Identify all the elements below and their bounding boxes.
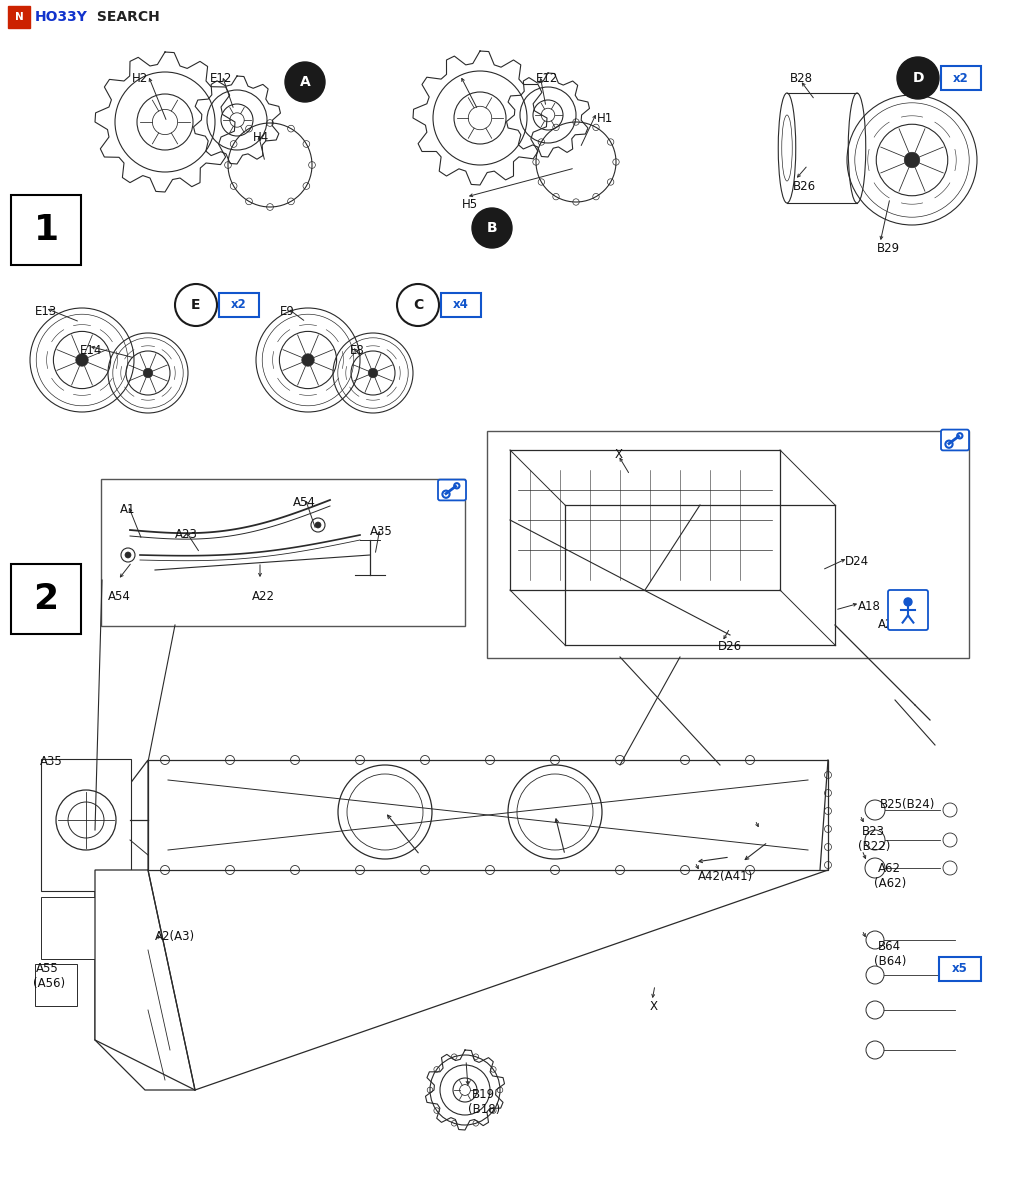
FancyBboxPatch shape [11, 564, 81, 634]
Text: A2(A3): A2(A3) [155, 930, 195, 943]
Circle shape [397, 284, 439, 326]
Text: H1: H1 [597, 112, 614, 125]
FancyBboxPatch shape [941, 66, 981, 90]
Polygon shape [148, 760, 828, 870]
FancyBboxPatch shape [11, 194, 81, 265]
Circle shape [904, 598, 912, 606]
Text: E9: E9 [280, 305, 294, 318]
Text: A1: A1 [120, 503, 135, 516]
FancyBboxPatch shape [441, 293, 481, 317]
Text: D26: D26 [718, 640, 742, 653]
Circle shape [125, 552, 131, 558]
Text: SEARCH: SEARCH [92, 10, 160, 24]
Circle shape [302, 354, 314, 366]
Text: A22: A22 [252, 590, 275, 602]
FancyBboxPatch shape [219, 293, 259, 317]
Circle shape [472, 208, 512, 248]
Circle shape [904, 152, 919, 168]
Text: A62: A62 [878, 862, 901, 875]
Text: E14: E14 [80, 344, 102, 358]
Text: H4: H4 [253, 131, 270, 144]
Circle shape [368, 368, 378, 378]
Text: A20: A20 [878, 618, 901, 631]
Text: HO33Y: HO33Y [35, 10, 88, 24]
FancyBboxPatch shape [8, 6, 30, 28]
Text: A23: A23 [175, 528, 198, 541]
Text: B: B [487, 221, 497, 235]
Text: (A56): (A56) [33, 977, 65, 990]
Text: A54: A54 [108, 590, 131, 602]
Text: B23: B23 [862, 826, 885, 838]
FancyBboxPatch shape [41, 758, 131, 890]
Text: B25(B24): B25(B24) [880, 798, 935, 811]
Text: 2: 2 [33, 582, 59, 616]
Polygon shape [95, 870, 195, 1090]
Text: B29: B29 [877, 242, 900, 254]
Circle shape [144, 368, 153, 378]
Text: E: E [191, 298, 200, 312]
FancyBboxPatch shape [941, 430, 969, 450]
Text: D: D [912, 71, 924, 85]
Text: (B64): (B64) [874, 955, 906, 968]
FancyBboxPatch shape [35, 964, 77, 1006]
Text: H5: H5 [462, 198, 478, 211]
Text: E13: E13 [35, 305, 57, 318]
FancyBboxPatch shape [939, 958, 981, 982]
Text: E12: E12 [210, 72, 232, 85]
Text: x5: x5 [952, 962, 968, 976]
FancyBboxPatch shape [41, 898, 95, 959]
Circle shape [897, 56, 939, 98]
FancyBboxPatch shape [888, 590, 928, 630]
Text: x4: x4 [453, 299, 469, 312]
Text: B64: B64 [878, 940, 901, 953]
Text: (B22): (B22) [858, 840, 890, 853]
Text: C: C [413, 298, 424, 312]
Text: A35: A35 [40, 755, 63, 768]
Circle shape [75, 354, 88, 366]
Polygon shape [95, 760, 148, 1040]
Text: 1: 1 [33, 214, 59, 247]
Text: A42(A41): A42(A41) [698, 870, 753, 883]
Text: (B18): (B18) [468, 1103, 500, 1116]
Text: (A62): (A62) [874, 877, 906, 890]
Circle shape [175, 284, 217, 326]
FancyBboxPatch shape [101, 479, 465, 626]
Text: E8: E8 [350, 344, 365, 358]
Text: X: X [650, 1000, 658, 1013]
Text: E12: E12 [536, 72, 559, 85]
Text: x2: x2 [953, 72, 969, 84]
Circle shape [315, 522, 321, 528]
Text: x2: x2 [231, 299, 247, 312]
Text: B26: B26 [793, 180, 816, 193]
FancyBboxPatch shape [487, 431, 969, 658]
Text: A35: A35 [370, 526, 393, 538]
Text: X: X [615, 448, 623, 461]
Text: A: A [300, 74, 310, 89]
Text: A55: A55 [36, 962, 59, 974]
Text: D24: D24 [845, 554, 869, 568]
Text: A18: A18 [858, 600, 881, 613]
Text: N: N [14, 12, 24, 22]
Circle shape [285, 62, 325, 102]
Text: B28: B28 [790, 72, 813, 85]
Text: A54: A54 [293, 496, 316, 509]
FancyBboxPatch shape [438, 480, 466, 500]
Text: B19: B19 [472, 1088, 495, 1102]
Text: H2: H2 [132, 72, 149, 85]
